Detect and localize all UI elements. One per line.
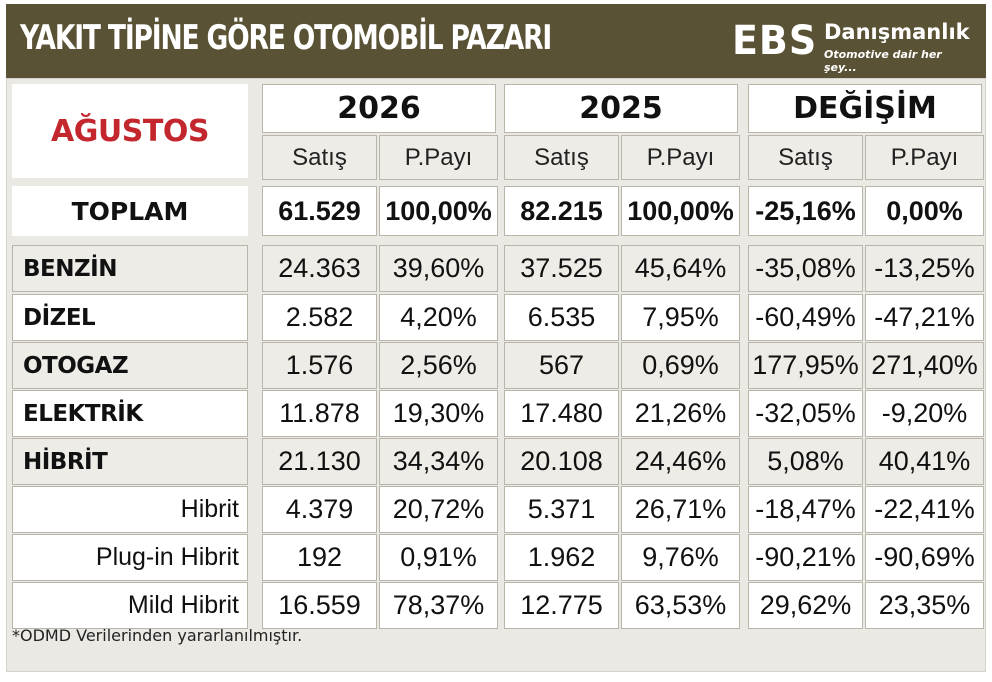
table-cell: 19,30% (379, 390, 498, 437)
row-label: BENZİN (12, 245, 248, 292)
row-label: DİZEL (12, 294, 248, 341)
table-cell: 40,41% (865, 438, 984, 485)
table-cell: 4,20% (379, 294, 498, 341)
table-cell: 20,72% (379, 486, 498, 533)
table-cell: 24,46% (621, 438, 740, 485)
row-label: ELEKTRİK (12, 390, 248, 437)
table-cell: 20.108 (504, 438, 619, 485)
row-label: OTOGAZ (12, 342, 248, 389)
table-cell: 37.525 (504, 245, 619, 292)
group-header: DEĞİŞİM (748, 84, 982, 133)
page-title: YAKIT TİPİNE GÖRE OTOMOBİL PAZARI (20, 18, 552, 58)
table-cell: 177,95% (748, 342, 863, 389)
sub-row-label: Mild Hibrit (12, 582, 248, 629)
table-cell: 39,60% (379, 245, 498, 292)
total-cell: 82.215 (504, 186, 619, 236)
table-cell: -35,08% (748, 245, 863, 292)
column-header: P.Payı (865, 135, 984, 180)
table-cell: 78,37% (379, 582, 498, 629)
group-header: 2026 (262, 84, 496, 133)
table-cell: -32,05% (748, 390, 863, 437)
logo-name: Danışmanlık (824, 20, 970, 44)
table-cell: 2.582 (262, 294, 377, 341)
table-cell: -18,47% (748, 486, 863, 533)
table-cell: 192 (262, 534, 377, 581)
logo-mark: EBS (732, 18, 818, 64)
total-cell: -25,16% (748, 186, 863, 236)
table-cell: 0,69% (621, 342, 740, 389)
table-cell: 271,40% (865, 342, 984, 389)
table-cell: 12.775 (504, 582, 619, 629)
table-cell: 21.130 (262, 438, 377, 485)
table-cell: -90,69% (865, 534, 984, 581)
table-cell: 2,56% (379, 342, 498, 389)
table-cell: 11.878 (262, 390, 377, 437)
total-cell: 0,00% (865, 186, 984, 236)
group-header: 2025 (504, 84, 738, 133)
table-cell: 16.559 (262, 582, 377, 629)
table-cell: 1.962 (504, 534, 619, 581)
table-cell: 7,95% (621, 294, 740, 341)
table-cell: 567 (504, 342, 619, 389)
table-cell: 24.363 (262, 245, 377, 292)
table-cell: 9,76% (621, 534, 740, 581)
table-cell: -90,21% (748, 534, 863, 581)
table-cell: -47,21% (865, 294, 984, 341)
table-cell: 5,08% (748, 438, 863, 485)
month-label: AĞUSTOS (12, 84, 248, 178)
table-cell: 21,26% (621, 390, 740, 437)
table-cell: 6.535 (504, 294, 619, 341)
table-cell: 4.379 (262, 486, 377, 533)
table-cell: 1.576 (262, 342, 377, 389)
table-cell: 63,53% (621, 582, 740, 629)
column-header: Satış (748, 135, 863, 180)
table-cell: 45,64% (621, 245, 740, 292)
table-cell: 23,35% (865, 582, 984, 629)
table-cell: -22,41% (865, 486, 984, 533)
total-label: TOPLAM (12, 186, 248, 236)
table-cell: 17.480 (504, 390, 619, 437)
row-label: HİBRİT (12, 438, 248, 485)
sub-row-label: Hibrit (12, 486, 248, 533)
table-cell: 0,91% (379, 534, 498, 581)
column-header: Satış (262, 135, 377, 180)
total-cell: 100,00% (621, 186, 740, 236)
header-bar: YAKIT TİPİNE GÖRE OTOMOBİL PAZARI EBS Da… (6, 4, 986, 78)
column-header: P.Payı (379, 135, 498, 180)
total-cell: 61.529 (262, 186, 377, 236)
sub-row-label: Plug-in Hibrit (12, 534, 248, 581)
logo-tagline: Otomotive dair her şey... (824, 48, 942, 74)
table-cell: 34,34% (379, 438, 498, 485)
footnote: *ODMD Verilerinden yararlanılmıştır. (12, 626, 303, 645)
table-cell: 29,62% (748, 582, 863, 629)
table-cell: -9,20% (865, 390, 984, 437)
ebs-logo: EBS Danışmanlık Otomotive dair her şey..… (732, 14, 972, 74)
total-cell: 100,00% (379, 186, 498, 236)
column-header: P.Payı (621, 135, 740, 180)
table-cell: -60,49% (748, 294, 863, 341)
table-cell: 26,71% (621, 486, 740, 533)
table-cell: -13,25% (865, 245, 984, 292)
column-header: Satış (504, 135, 619, 180)
table-cell: 5.371 (504, 486, 619, 533)
